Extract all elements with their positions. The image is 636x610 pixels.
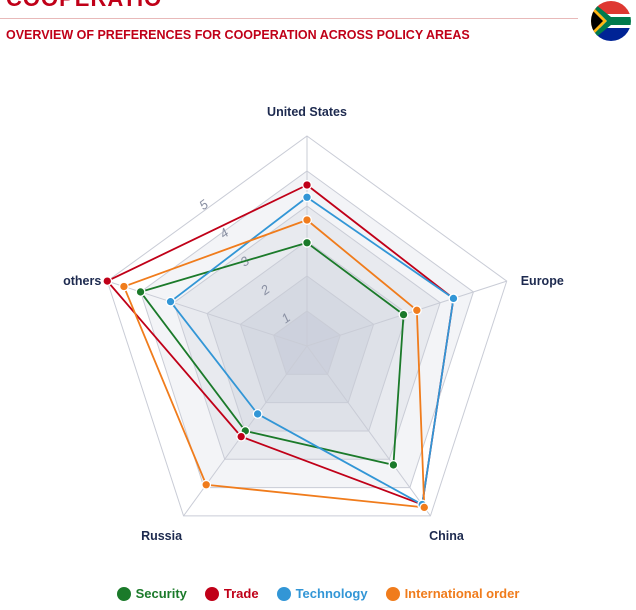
data-point-international-order-russia bbox=[201, 479, 212, 490]
south-africa-flag-icon bbox=[591, 1, 631, 41]
legend-swatch-security bbox=[116, 586, 131, 601]
legend-label-trade: Trade bbox=[223, 586, 259, 601]
data-point-international-order-europe bbox=[411, 305, 422, 316]
data-point-security-china bbox=[388, 459, 399, 470]
legend-item-trade: Trade bbox=[204, 586, 259, 601]
data-point-security-united-states bbox=[302, 237, 312, 248]
data-point-security-europe bbox=[398, 309, 409, 320]
page-title-cropped: COOPERATIO bbox=[6, 0, 162, 12]
radar-axis-labels: United States Europe China Russia others bbox=[63, 105, 564, 543]
data-point-technology-united-states bbox=[302, 192, 312, 203]
radar-series bbox=[102, 180, 459, 513]
legend-label-technology: Technology bbox=[295, 586, 368, 601]
axis-line-china bbox=[306, 345, 431, 517]
series-line-trade bbox=[106, 184, 455, 506]
data-point-international-order-united-states bbox=[302, 215, 312, 225]
chart-legend: Security Trade Technology International … bbox=[0, 586, 636, 601]
legend-item-technology: Technology bbox=[276, 586, 368, 601]
data-point-technology-russia bbox=[252, 409, 263, 419]
legend-swatch-technology bbox=[276, 586, 291, 601]
data-point-trade-russia bbox=[236, 431, 247, 442]
legend-label-international-order: International order bbox=[404, 586, 520, 601]
grid-ring-6 bbox=[106, 135, 508, 517]
series-line-technology bbox=[169, 196, 455, 506]
data-point-technology-europe bbox=[448, 293, 459, 304]
data-point-trade-united-states bbox=[302, 180, 312, 190]
legend-item-international-order: International order bbox=[385, 586, 520, 601]
axis-label-russia: Russia bbox=[141, 529, 183, 543]
chart-subtitle: OVERVIEW OF PREFERENCES FOR COOPERATION … bbox=[6, 28, 470, 42]
axis-label-china: China bbox=[429, 529, 465, 543]
data-point-security-others bbox=[135, 286, 146, 297]
header-rule bbox=[0, 18, 578, 19]
data-point-international-order-china bbox=[419, 502, 430, 513]
axis-label-europe: Europe bbox=[521, 274, 564, 288]
data-point-trade-others bbox=[102, 276, 113, 287]
data-point-technology-others bbox=[165, 296, 176, 307]
series-line-international-order bbox=[123, 219, 426, 509]
axis-label-united-states: United States bbox=[267, 105, 347, 119]
legend-swatch-trade bbox=[204, 586, 219, 601]
data-point-international-order-others bbox=[118, 281, 129, 292]
legend-item-security: Security bbox=[116, 586, 187, 601]
axis-label-others: others bbox=[63, 274, 101, 288]
legend-swatch-international-order bbox=[385, 586, 400, 601]
legend-label-security: Security bbox=[135, 586, 187, 601]
